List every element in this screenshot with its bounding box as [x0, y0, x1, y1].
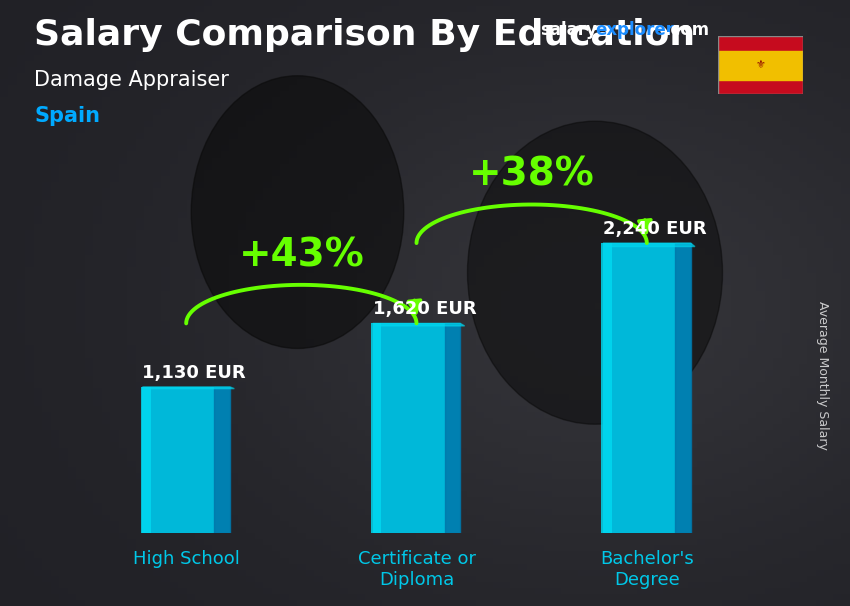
Text: explorer: explorer — [595, 21, 674, 39]
Text: +38%: +38% — [469, 156, 594, 194]
Text: 1,620 EUR: 1,620 EUR — [373, 300, 476, 318]
Text: .com: .com — [665, 21, 710, 39]
Text: ⚜: ⚜ — [756, 60, 766, 70]
Text: Salary Comparison By Education: Salary Comparison By Education — [34, 18, 695, 52]
Bar — [143, 387, 230, 533]
Bar — [373, 324, 460, 533]
Bar — [140, 387, 151, 533]
Bar — [718, 51, 803, 79]
Polygon shape — [373, 324, 465, 326]
Text: +43%: +43% — [239, 236, 364, 274]
FancyBboxPatch shape — [675, 243, 690, 533]
Text: 2,240 EUR: 2,240 EUR — [603, 220, 706, 238]
Bar — [371, 324, 382, 533]
Text: Average Monthly Salary: Average Monthly Salary — [816, 301, 829, 450]
Text: 1,130 EUR: 1,130 EUR — [143, 364, 246, 382]
Text: Damage Appraiser: Damage Appraiser — [34, 70, 229, 90]
Bar — [603, 243, 690, 533]
FancyBboxPatch shape — [214, 387, 230, 533]
Polygon shape — [603, 243, 695, 247]
Ellipse shape — [468, 121, 722, 424]
Text: salary: salary — [540, 21, 597, 39]
Polygon shape — [143, 387, 235, 388]
Ellipse shape — [191, 76, 404, 348]
Text: Spain: Spain — [34, 106, 100, 126]
Bar — [601, 243, 612, 533]
FancyBboxPatch shape — [445, 324, 460, 533]
